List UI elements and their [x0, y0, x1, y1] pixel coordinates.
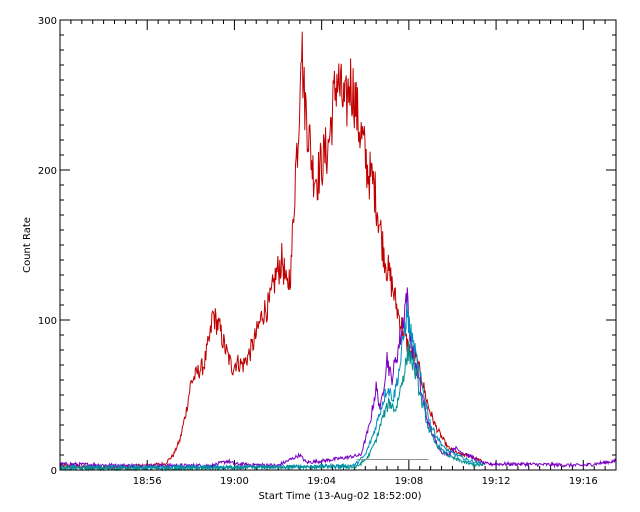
y-tick-label: 200: [38, 166, 57, 177]
x-axis-label: Start Time (13-Aug-02 18:52:00): [258, 491, 421, 502]
series-line-2: [59, 287, 617, 469]
x-tick-label: 19:04: [307, 476, 336, 487]
y-tick-label: 0: [51, 466, 57, 477]
y-tick-label: 300: [38, 16, 57, 27]
series-line-4: [59, 340, 484, 472]
plot-frame: [59, 19, 617, 471]
x-tick-label: 19:12: [482, 476, 511, 487]
x-tick-label: 19:00: [220, 476, 249, 487]
series-group: [59, 31, 617, 472]
x-tick-label: 19:16: [569, 476, 598, 487]
tick-labels: 18:56 19:00 19:04 19:08 19:12 19:16 0 100 200 300: [38, 16, 598, 487]
y-tick-label: 100: [38, 316, 57, 327]
x-tick-label: 18:56: [133, 476, 162, 487]
series-line-3: [59, 301, 484, 471]
x-tick-label: 19:08: [394, 476, 423, 487]
y-axis-label: Count Rate: [22, 217, 33, 273]
